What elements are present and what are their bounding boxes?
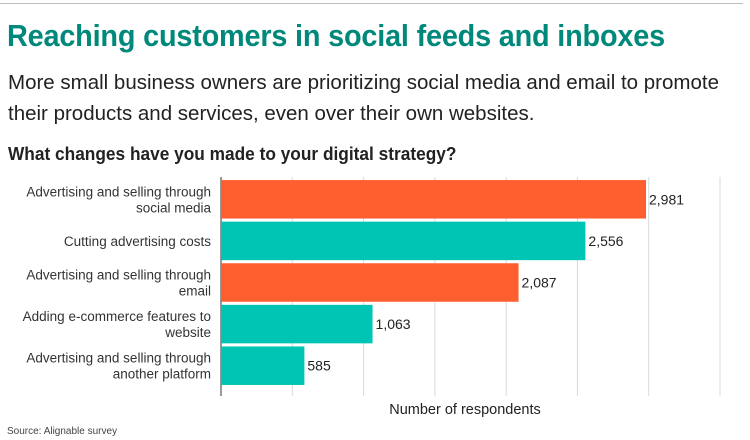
category-label-line: Adding e-commerce features to [23, 309, 211, 324]
category-label: Advertising and selling through email [26, 268, 211, 299]
x-axis-title: Number of respondents [389, 402, 541, 418]
source-note: Source: Alignable survey [7, 426, 118, 437]
value-label: 585 [307, 358, 331, 374]
value-label: 2,087 [522, 275, 557, 291]
bar [221, 346, 305, 385]
chart-subtitle: More small business owners are prioritiz… [8, 71, 719, 125]
value-label: 2,556 [588, 233, 623, 249]
category-label: Advertising and selling through another p… [26, 351, 211, 382]
bars [221, 180, 647, 385]
bar [221, 263, 519, 302]
value-label: 1,063 [376, 316, 411, 332]
category-label-line: Advertising and selling through [26, 184, 211, 199]
bar [221, 221, 586, 261]
category-label: Cutting advertising costs [64, 234, 211, 249]
top-rule [0, 3, 743, 4]
category-label: Adding e-commerce features to website [23, 309, 211, 340]
category-label-line: Advertising and selling through [26, 351, 211, 366]
bar [221, 304, 373, 344]
value-labels: 2,981 2,556 2,087 1,063 585 [307, 191, 684, 373]
category-label-line: website [164, 325, 211, 340]
category-label-line: Cutting advertising costs [64, 234, 211, 249]
value-label: 2,981 [649, 191, 684, 207]
chart-question: What changes have you made to your digit… [8, 144, 457, 164]
category-label-line: Advertising and selling through [26, 268, 211, 283]
category-label-line: email [179, 284, 211, 299]
chart-title: Reaching customers in social feeds and i… [7, 18, 665, 53]
category-labels: Advertising and selling through social me… [23, 184, 212, 381]
category-label-line: another platform [113, 367, 211, 382]
bar [221, 180, 647, 219]
category-label-line: social media [136, 200, 212, 215]
category-label: Advertising and selling through social me… [26, 184, 211, 215]
